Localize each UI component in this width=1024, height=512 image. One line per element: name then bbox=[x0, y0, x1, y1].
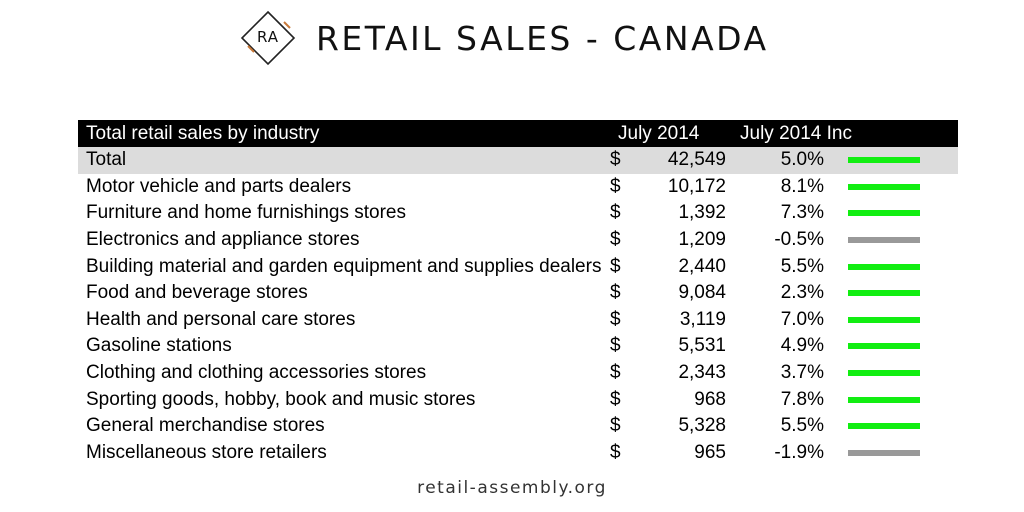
trend-bar-cell bbox=[846, 253, 958, 280]
sales-value: 965 bbox=[694, 441, 726, 463]
currency-symbol: $ bbox=[610, 362, 621, 384]
currency-symbol: $ bbox=[610, 441, 621, 463]
trend-bar-cell bbox=[846, 307, 958, 334]
trend-bar bbox=[848, 183, 920, 190]
trend-bar-cell bbox=[846, 147, 958, 174]
table-header-row: Total retail sales by industry July 2014… bbox=[78, 120, 958, 147]
table-row: Building material and garden equipment a… bbox=[78, 253, 958, 280]
increase-percent: -1.9% bbox=[774, 441, 824, 463]
increase-percent: 5.5% bbox=[780, 255, 824, 277]
increase-percent: -0.5% bbox=[774, 229, 824, 251]
header: RA RETAIL SALES - CANADA bbox=[0, 0, 1024, 80]
diamond-logo-icon bbox=[240, 10, 296, 66]
increase-percent: 7.0% bbox=[780, 308, 824, 330]
trend-bar bbox=[848, 370, 920, 377]
sales-value: 1,209 bbox=[678, 229, 726, 251]
sales-value: 3,119 bbox=[679, 308, 726, 330]
currency-symbol: $ bbox=[610, 388, 621, 410]
sales-value: 5,328 bbox=[678, 415, 726, 437]
trend-bar bbox=[848, 237, 920, 244]
currency-symbol: $ bbox=[610, 175, 621, 197]
industry-name: Gasoline stations bbox=[86, 335, 232, 357]
industry-name: Furniture and home furnishings stores bbox=[86, 202, 406, 224]
currency-symbol: $ bbox=[610, 282, 621, 304]
trend-bar bbox=[848, 449, 920, 456]
currency-symbol: $ bbox=[610, 308, 621, 330]
table-row: Furniture and home furnishings stores $1,… bbox=[78, 200, 958, 227]
currency-symbol: $ bbox=[610, 335, 621, 357]
trend-bar-cell bbox=[846, 360, 958, 387]
increase-percent: 4.9% bbox=[780, 335, 824, 357]
industry-name: General merchandise stores bbox=[86, 415, 325, 437]
currency-symbol: $ bbox=[610, 415, 621, 437]
trend-bar bbox=[848, 157, 920, 164]
table-row: Motor vehicle and parts dealers $10,172 8.… bbox=[78, 174, 958, 201]
industry-name: Sporting goods, hobby, book and music st… bbox=[86, 388, 476, 410]
trend-bar-cell bbox=[846, 413, 958, 440]
industry-name: Miscellaneous store retailers bbox=[86, 441, 327, 463]
increase-percent: 2.3% bbox=[780, 282, 824, 304]
trend-bar-cell bbox=[846, 200, 958, 227]
table-row: Food and beverage stores $9,084 2.3% bbox=[78, 280, 958, 307]
trend-bar-cell bbox=[846, 227, 958, 254]
footer-site: retail-assembly.org bbox=[417, 478, 607, 498]
sales-value: 968 bbox=[694, 388, 726, 410]
table-row: Clothing and clothing accessories stores… bbox=[78, 360, 958, 387]
column-header-july-2014-inc: July 2014 Inc bbox=[732, 120, 958, 147]
increase-percent: 8.1% bbox=[780, 175, 824, 197]
logo-text: RA bbox=[256, 28, 280, 46]
trend-bar-cell bbox=[846, 333, 958, 360]
sales-value: 2,343 bbox=[678, 362, 726, 384]
trend-bar bbox=[848, 290, 920, 297]
currency-symbol: $ bbox=[610, 147, 632, 174]
table-row: Health and personal care stores $3,119 7.0… bbox=[78, 307, 958, 334]
sales-value: 9,084 bbox=[678, 282, 726, 304]
ra-logo: RA bbox=[240, 10, 296, 66]
currency-symbol: $ bbox=[610, 229, 621, 251]
trend-bar bbox=[848, 263, 920, 270]
trend-bar bbox=[848, 316, 920, 323]
table-row: General merchandise stores $5,328 5.5% bbox=[78, 413, 958, 440]
sales-value: 10,172 bbox=[667, 175, 726, 197]
table-row: Miscellaneous store retailers $965 -1.9% bbox=[78, 440, 958, 467]
column-header-july-2014: July 2014 bbox=[610, 120, 732, 147]
trend-bar bbox=[848, 210, 920, 217]
industry-name: Food and beverage stores bbox=[86, 282, 308, 304]
increase-percent: 7.8% bbox=[780, 388, 824, 410]
trend-bar-cell bbox=[846, 280, 958, 307]
trend-bar-cell bbox=[846, 174, 958, 201]
trend-bar-cell bbox=[846, 386, 958, 413]
sales-value: 1,392 bbox=[678, 202, 726, 224]
trend-bar bbox=[848, 396, 920, 403]
sales-value: 42,549 bbox=[632, 147, 732, 174]
increase-percent: 7.3% bbox=[780, 202, 824, 224]
currency-symbol: $ bbox=[610, 202, 621, 224]
sales-value: 5,531 bbox=[678, 335, 726, 357]
industry-name: Motor vehicle and parts dealers bbox=[86, 175, 352, 197]
industry-name: Clothing and clothing accessories stores bbox=[86, 362, 427, 384]
industry-name: Building material and garden equipment a… bbox=[86, 255, 602, 277]
table-row-total: Total $42,549 5.0% bbox=[78, 147, 958, 174]
table-row: Electronics and appliance stores $1,209 -0… bbox=[78, 227, 958, 254]
industry-name: Health and personal care stores bbox=[86, 308, 356, 330]
increase-percent: 5.0% bbox=[732, 147, 846, 174]
retail-sales-table: Total retail sales by industry July 2014… bbox=[78, 120, 958, 466]
page-title: RETAIL SALES - CANADA bbox=[316, 19, 769, 58]
table-body: Total $42,549 5.0% Motor vehicle and parts … bbox=[78, 147, 958, 466]
industry-name: Electronics and appliance stores bbox=[86, 229, 360, 251]
column-header-industry: Total retail sales by industry bbox=[78, 120, 610, 147]
trend-bar bbox=[848, 423, 920, 430]
trend-bar bbox=[848, 343, 920, 350]
table-row: Gasoline stations $5,531 4.9% bbox=[78, 333, 958, 360]
increase-percent: 3.7% bbox=[780, 362, 824, 384]
increase-percent: 5.5% bbox=[780, 415, 824, 437]
trend-bar-cell bbox=[846, 440, 958, 467]
sales-value: 2,440 bbox=[678, 255, 726, 277]
currency-symbol: $ bbox=[610, 255, 621, 277]
table-row: Sporting goods, hobby, book and music st… bbox=[78, 386, 958, 413]
industry-name: Total bbox=[78, 147, 610, 174]
